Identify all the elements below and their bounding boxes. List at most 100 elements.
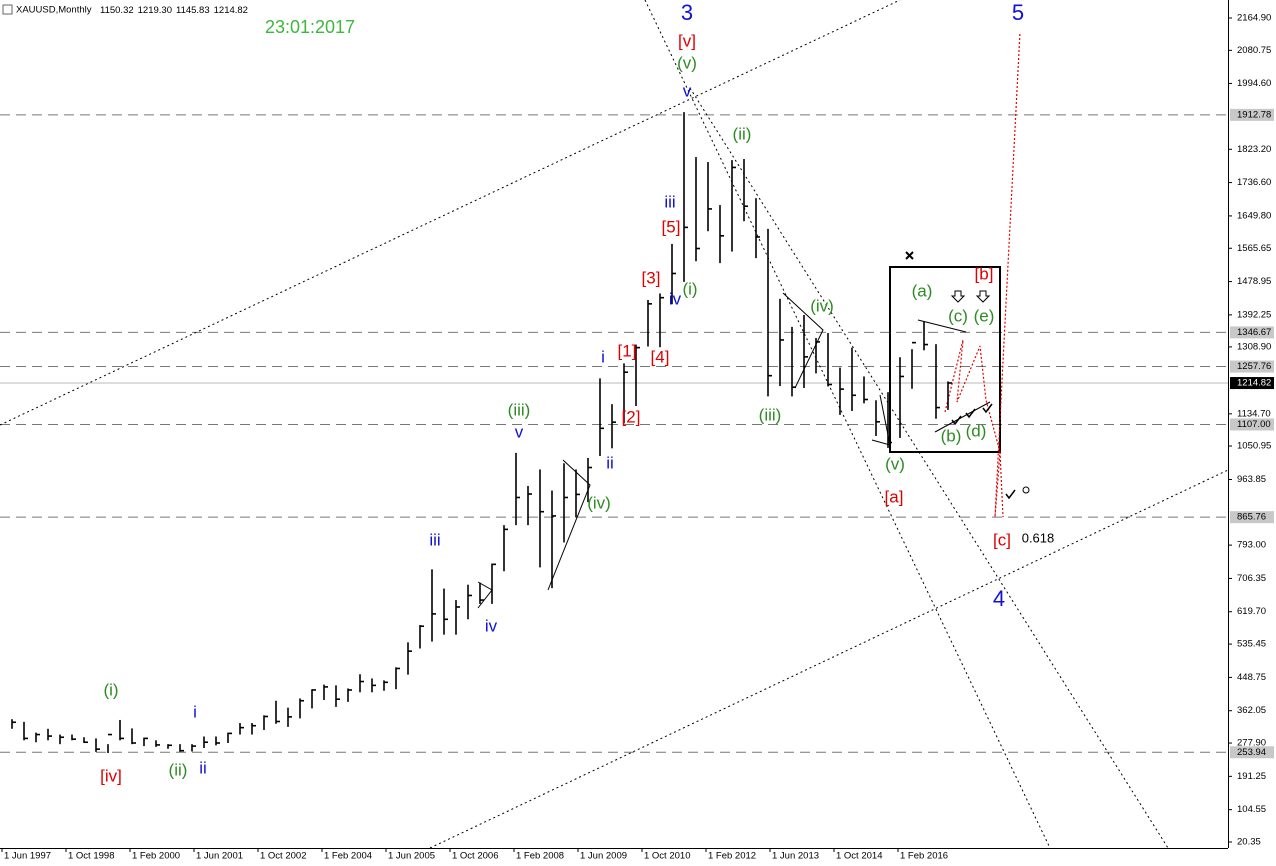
y-tick-label: 2164.90	[1237, 13, 1271, 24]
forecast-path	[944, 31, 1021, 518]
header-value: 1150.32	[100, 5, 134, 16]
wave-label: 5	[1012, 0, 1024, 25]
box	[889, 266, 1001, 453]
wave-label: (ii)	[733, 124, 752, 143]
level-label: 1257.76	[1237, 361, 1271, 372]
wave-label: (iii)	[759, 405, 782, 424]
wave-label: [4]	[651, 347, 670, 366]
y-tick-label: 1478.95	[1237, 276, 1271, 287]
y-tick-label: 793.00	[1237, 540, 1266, 551]
y-tick-label: 1649.80	[1237, 210, 1271, 221]
y-tick-label: 619.70	[1237, 606, 1266, 617]
current-price-bg	[1230, 377, 1274, 390]
header-value: 1214.82	[214, 5, 248, 16]
trend-line	[934, 401, 991, 433]
arrow-icon	[975, 290, 991, 303]
y-tick-label: 1736.60	[1237, 177, 1271, 188]
wave-label: [5]	[662, 217, 681, 236]
y-tick-label: 2080.75	[1237, 45, 1271, 56]
y-tick-label: 706.35	[1237, 573, 1266, 584]
header-value: 1145.83	[176, 5, 210, 16]
trend-line	[917, 319, 967, 333]
trend-line	[429, 469, 1229, 849]
trend-line	[0, 0, 901, 426]
wave-label: iv	[485, 616, 498, 635]
trend-line	[644, 0, 1051, 849]
x-tick-label: 1 Feb 2004	[324, 851, 372, 862]
x-tick-label: 1 Feb 2016	[900, 851, 948, 862]
wave-label: iii	[664, 192, 675, 211]
y-tick-label: 1994.60	[1237, 78, 1271, 89]
wave-label: [3]	[642, 268, 661, 287]
wave-label: [a]	[885, 487, 904, 506]
wave-label: 3	[681, 0, 693, 25]
wave-label: (c)	[948, 306, 968, 325]
header-values: 1150.32 1219.30 1145.83 1214.82	[100, 5, 248, 16]
y-tick-label: 104.55	[1237, 804, 1266, 815]
x-tick-label: 1 Feb 2000	[132, 851, 180, 862]
wave-label: 0.618	[1022, 530, 1055, 545]
wave-label: i	[193, 702, 197, 721]
y-tick-label: 1134.70	[1237, 408, 1271, 419]
wave-label: [c]	[993, 530, 1011, 549]
wave-label: (v)	[885, 454, 905, 473]
wave-label: (v)	[677, 53, 697, 72]
wave-label: 23:01:2017	[265, 17, 355, 37]
y-tick-label: 20.35	[1237, 837, 1261, 848]
wave-label: [b]	[975, 264, 994, 283]
y-tick-label: 1050.95	[1237, 441, 1271, 452]
y-tick-label: 1823.20	[1237, 144, 1271, 155]
wave-label: (iv)	[587, 493, 611, 512]
cross-icon	[905, 251, 914, 260]
y-tick-label: 1392.25	[1237, 309, 1271, 320]
wave-label: (d)	[966, 421, 987, 440]
y-tick-label: 963.85	[1237, 474, 1266, 485]
x-tick-label: 1 Oct 2002	[260, 851, 306, 862]
x-tick-label: 1 Oct 2010	[644, 851, 690, 862]
level-label-bg	[1230, 108, 1274, 121]
current-price-label: 1214.82	[1237, 378, 1271, 389]
y-tick-label: 277.90	[1237, 738, 1266, 749]
level-label-bg	[1230, 360, 1274, 373]
arrow-icon	[950, 290, 966, 303]
wave-label: i	[601, 347, 605, 366]
x-tick-label: 1 Jun 2001	[196, 851, 243, 862]
header: XAUUSD,Monthly 1150.32 1219.30 1145.83 1214…	[2, 4, 248, 16]
y-tick-label: 191.25	[1237, 771, 1266, 782]
drawings	[0, 0, 1229, 849]
wave-label: (b)	[941, 426, 962, 445]
level-label: 1912.78	[1237, 109, 1271, 120]
x-tick-label: 1 Feb 2008	[516, 851, 564, 862]
wave-label: (iv)	[810, 296, 834, 315]
wave-label: (e)	[974, 306, 995, 325]
wave-label: (iii)	[508, 400, 531, 419]
forecast-path	[999, 451, 1004, 518]
wave-label: v	[515, 422, 524, 441]
level-label-bg	[1230, 418, 1274, 431]
wave-label: (a)	[912, 281, 933, 300]
wave-label: (ii)	[169, 760, 188, 779]
level-label: 253.94	[1237, 747, 1266, 758]
x-tick-label: 1 Oct 2006	[452, 851, 498, 862]
icon	[1022, 486, 1030, 494]
wave-label: ii	[199, 758, 207, 777]
wave-label: (i)	[103, 680, 118, 699]
level-label: 1107.00	[1237, 419, 1271, 430]
y-tick-label: 1565.65	[1237, 243, 1271, 254]
wave-label: [iv]	[100, 766, 122, 785]
wave-label: iv	[669, 289, 682, 308]
wave-label: ii	[606, 453, 614, 472]
level-label: 865.76	[1237, 512, 1266, 523]
y-tick-label: 448.75	[1237, 672, 1266, 683]
y-tick-label: 362.05	[1237, 705, 1266, 716]
y-tick-label: 535.45	[1237, 639, 1266, 650]
triangle	[547, 459, 591, 591]
header-value: 1219.30	[138, 5, 172, 16]
y-tick-label: 1308.90	[1237, 341, 1271, 352]
symbol: XAUUSD,Monthly	[16, 5, 92, 16]
price-bars	[11, 112, 952, 753]
wave-label: [2]	[622, 407, 641, 426]
x-tick-label: 1 Jun 2009	[580, 851, 627, 862]
